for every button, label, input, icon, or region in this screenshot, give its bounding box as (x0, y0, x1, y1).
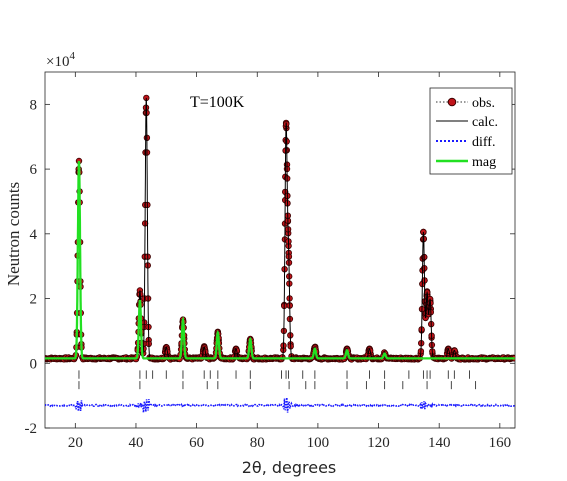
x-tick-label: 120 (367, 435, 390, 451)
y-tick-label: 2 (30, 292, 38, 308)
x-tick-label: 80 (250, 435, 265, 451)
x-axis-title: 2θ, degrees (242, 458, 337, 477)
mag-line (45, 160, 515, 360)
legend-item-mag: mag (436, 155, 496, 170)
y-tick-label: 6 (30, 162, 38, 178)
y-multiplier: ×104 (46, 50, 75, 70)
x-tick-label: 20 (68, 435, 83, 451)
legend-label-calc: calc. (472, 115, 498, 130)
temperature-annotation: T=100K (190, 94, 245, 111)
axes-box (44, 71, 516, 429)
legend-item-obs: obs. (436, 96, 495, 111)
bragg-ticks (78, 370, 477, 390)
plot-area (44, 71, 516, 429)
x-tick-label: 160 (489, 435, 512, 451)
legend-item-calc: calc. (436, 115, 498, 130)
x-tick-label: 140 (428, 435, 451, 451)
y-tick-label: 8 (30, 97, 38, 113)
x-tick-label: 40 (128, 435, 143, 451)
x-tick-label: 100 (307, 435, 330, 451)
diff-line (45, 397, 515, 413)
legend: obs. calc. diff. mag (429, 87, 513, 175)
y-axis-title: Neutron counts (4, 182, 23, 286)
legend-label-obs: obs. (472, 96, 495, 111)
y-tick-label: 0 (30, 356, 38, 372)
legend-label-mag: mag (472, 155, 496, 170)
y-tick-labels: -2 0 2 4 6 8 (25, 97, 38, 437)
x-tick-label: 60 (189, 435, 204, 451)
legend-obs-marker (447, 97, 457, 107)
y-tick-label: -2 (25, 421, 38, 437)
legend-label-diff: diff. (472, 135, 495, 150)
legend-item-diff: diff. (436, 135, 495, 150)
x-tick-labels: 20 40 60 80 100 120 140 160 (68, 435, 511, 451)
y-tick-label: 4 (30, 227, 38, 243)
